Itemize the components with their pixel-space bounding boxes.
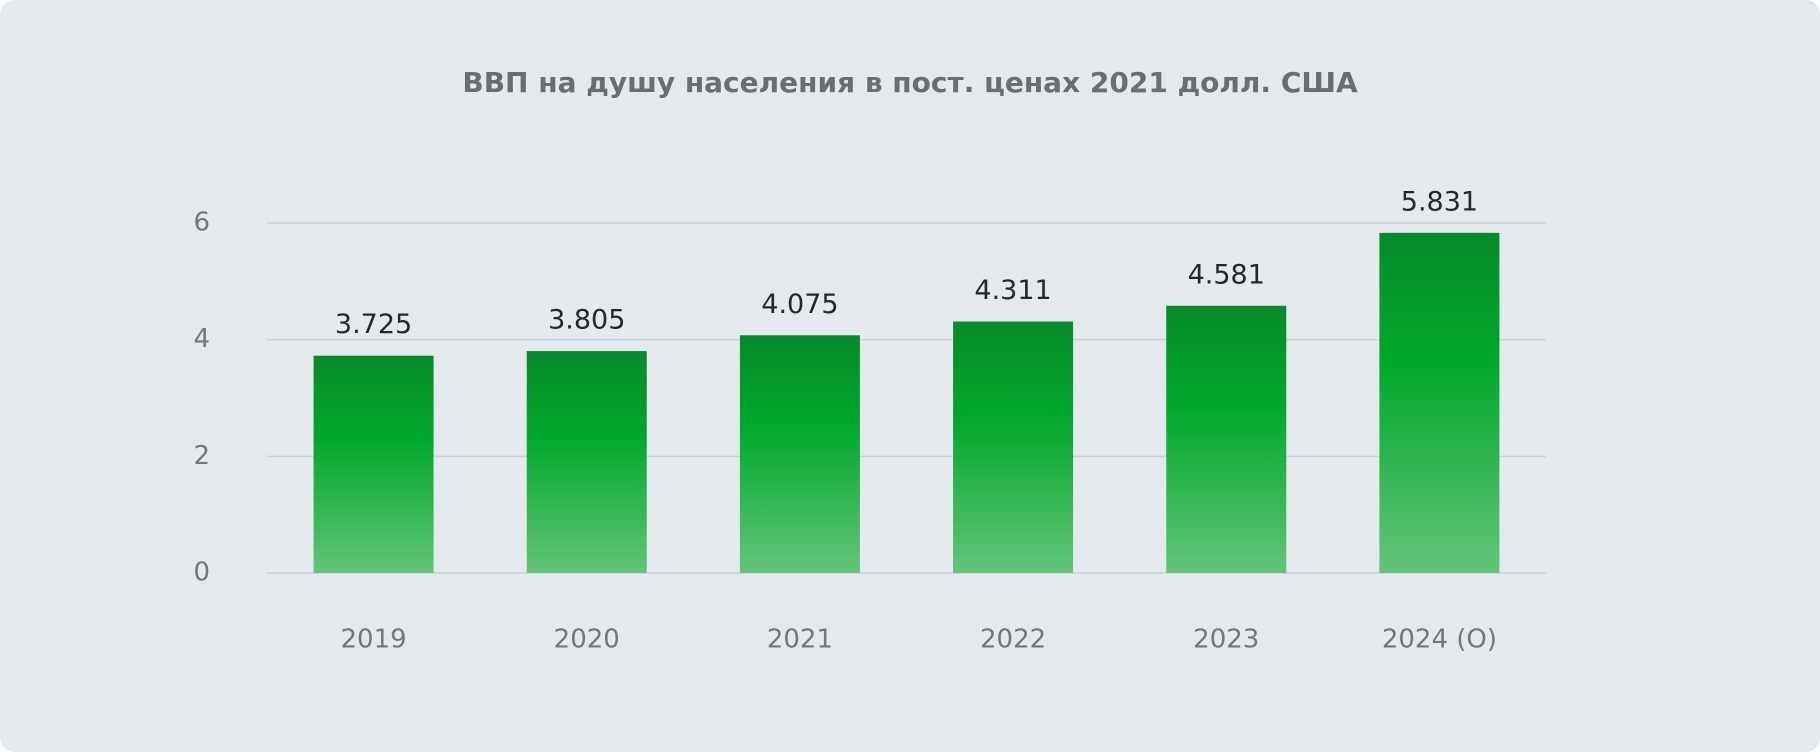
bar [313,355,434,573]
value-label: 4.581 [1188,259,1265,290]
y-tick-label: 2 [193,441,210,471]
bar [739,335,860,573]
x-tick-label: 2019 [340,625,406,655]
value-label: 3.805 [548,305,625,336]
x-tick-label: 2020 [554,625,620,655]
x-tick-label: 2024 (О) [1382,625,1497,655]
y-tick-label: 6 [193,208,210,238]
value-label: 3.725 [335,309,412,340]
bar [953,321,1074,573]
x-tick-label: 2022 [980,625,1046,655]
value-label: 5.831 [1401,186,1478,217]
y-tick-label: 4 [193,324,210,354]
x-tick-label: 2021 [767,625,833,655]
bar [1379,232,1500,573]
chart-title: ВВП на душу населения в пост. ценах 2021… [462,66,1358,99]
bar [1166,305,1287,573]
y-tick-label: 0 [193,558,210,588]
bar [526,351,647,573]
value-label: 4.311 [974,275,1051,306]
x-tick-label: 2023 [1193,625,1259,655]
value-label: 4.075 [761,289,838,320]
